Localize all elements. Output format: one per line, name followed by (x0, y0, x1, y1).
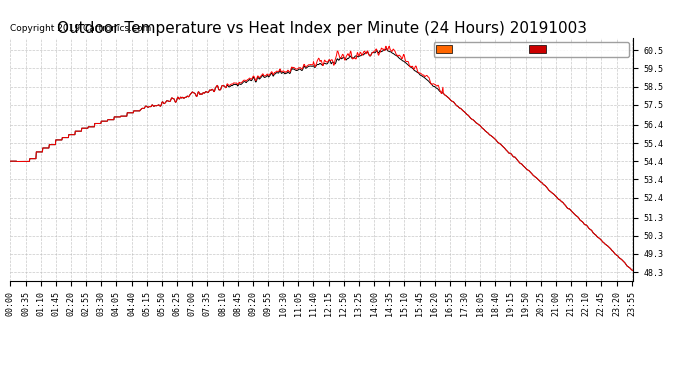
Text: Copyright 2019 Cartronics.com: Copyright 2019 Cartronics.com (10, 24, 152, 33)
Title: Outdoor Temperature vs Heat Index per Minute (24 Hours) 20191003: Outdoor Temperature vs Heat Index per Mi… (57, 21, 587, 36)
Legend: Heat Index (°F), Temperature (°F): Heat Index (°F), Temperature (°F) (433, 42, 629, 57)
